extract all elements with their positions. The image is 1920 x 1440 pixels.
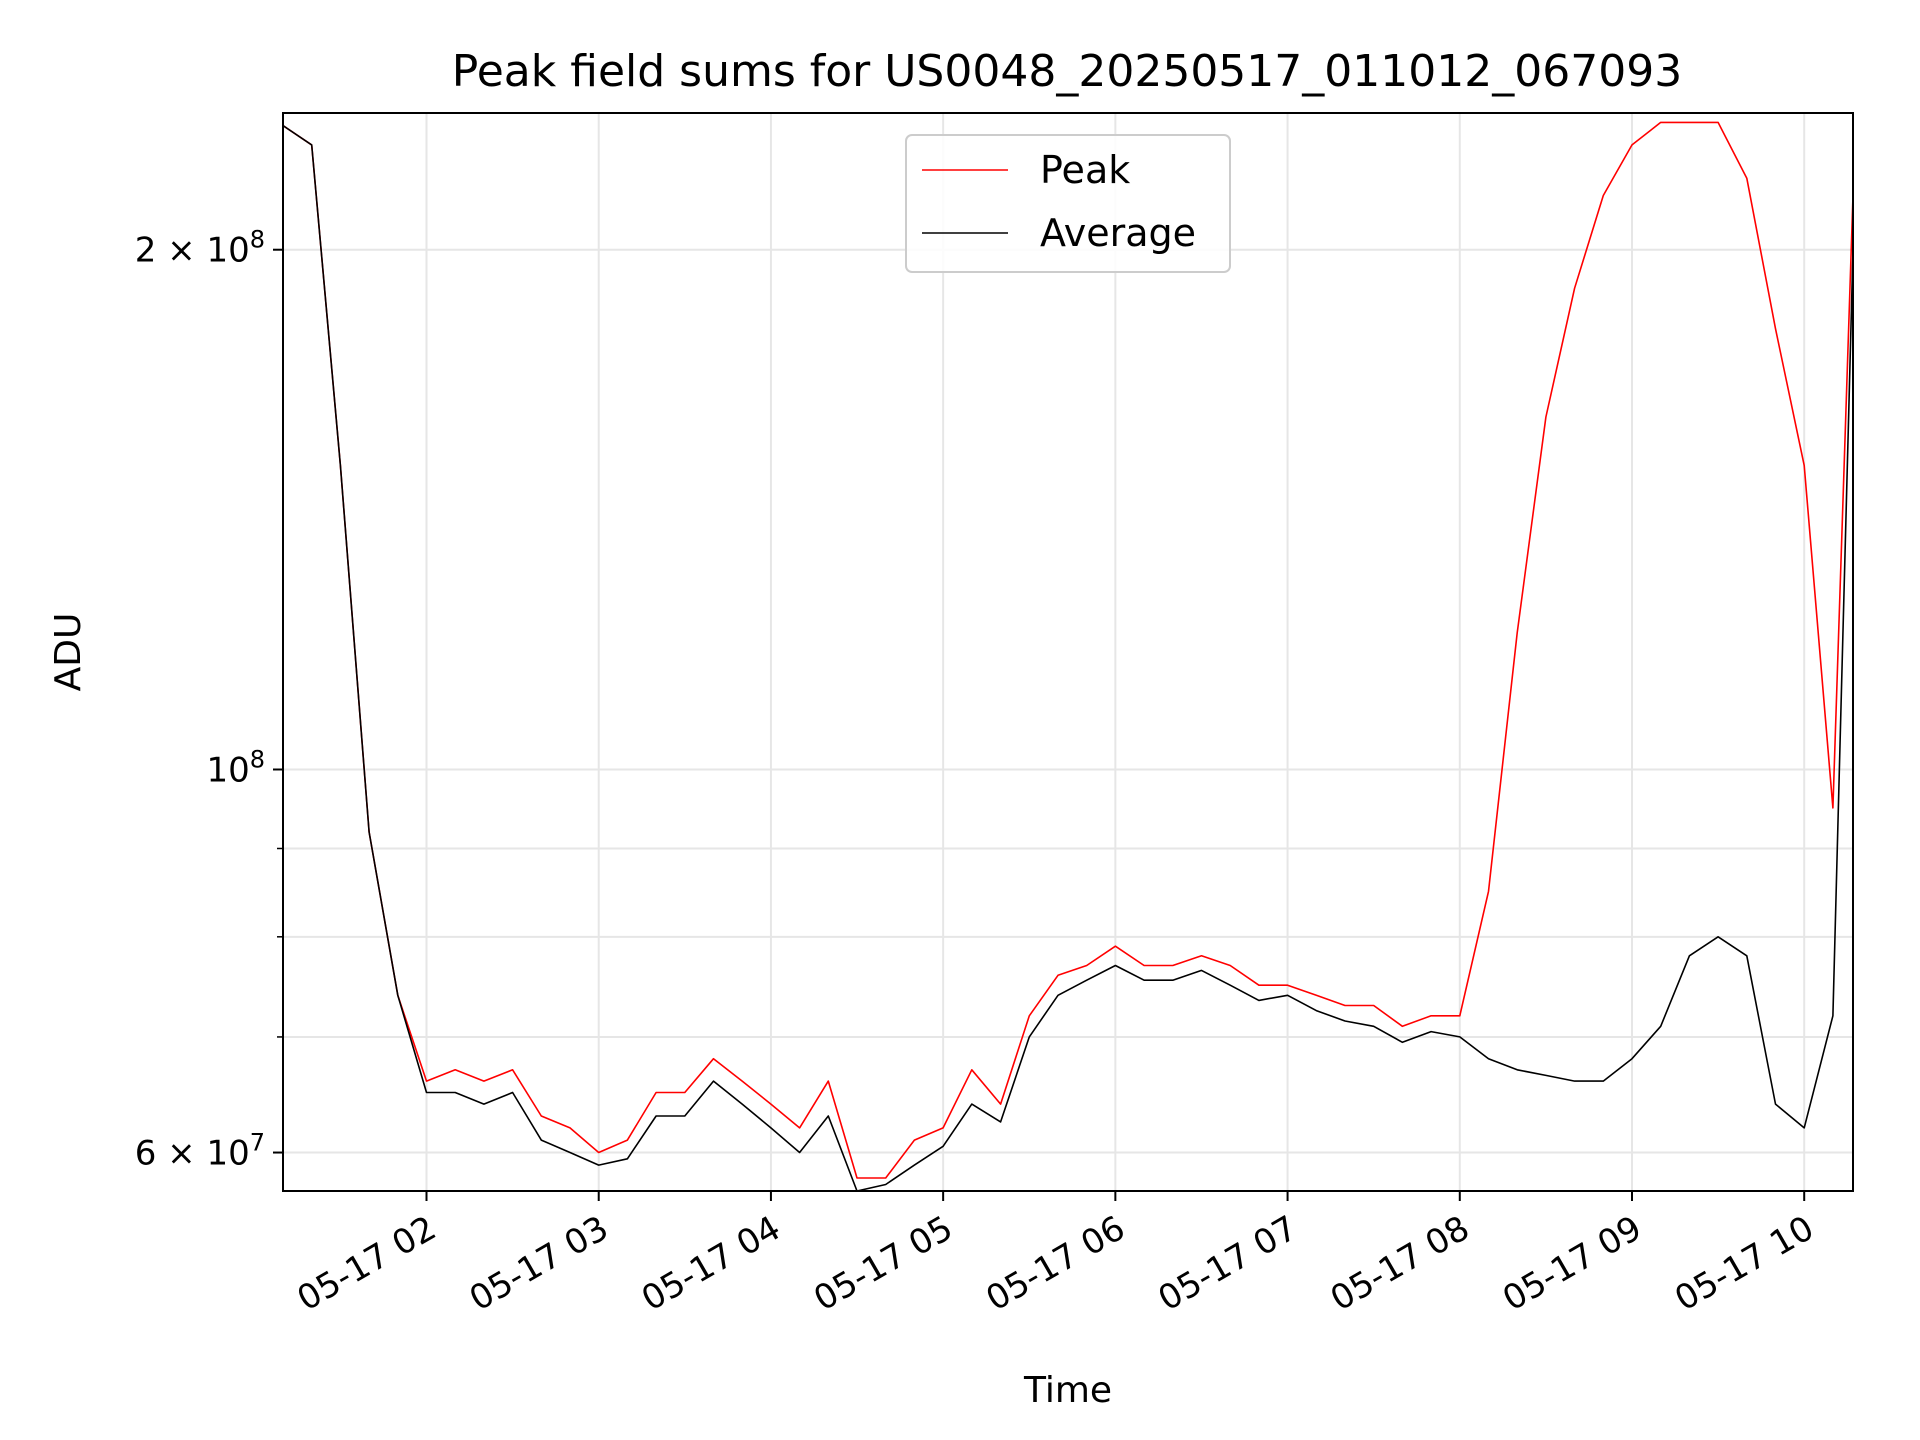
- y-tick-label: 6 × 107: [135, 1129, 265, 1174]
- series-layer: [282, 121, 1854, 1192]
- y-tick-label: 108: [206, 745, 265, 790]
- y-axis: 6 × 107 108 2 × 108: [135, 226, 283, 1174]
- grid: [283, 113, 1853, 1191]
- plot-frame: [282, 112, 1854, 1192]
- legend: Peak Average: [905, 134, 1231, 273]
- chart-title: Peak field sums for US0048_20250517_0110…: [452, 46, 1682, 97]
- legend-label-peak: Peak: [1040, 148, 1130, 192]
- y-axis-title: ADU: [48, 613, 89, 692]
- legend-label-average: Average: [1040, 211, 1196, 255]
- series-line-peak: [282, 121, 1854, 1179]
- series-line-average: [282, 124, 1854, 1192]
- x-axis-title: Time: [1023, 1370, 1112, 1411]
- y-tick-label: 2 × 108: [135, 226, 265, 271]
